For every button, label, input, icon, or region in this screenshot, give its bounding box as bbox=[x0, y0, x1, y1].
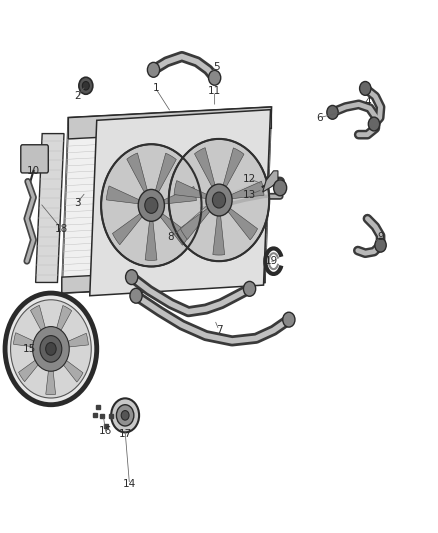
Circle shape bbox=[126, 270, 138, 285]
Text: 12: 12 bbox=[243, 174, 256, 184]
Wedge shape bbox=[18, 357, 42, 382]
Circle shape bbox=[82, 82, 89, 90]
FancyBboxPatch shape bbox=[21, 145, 48, 173]
Circle shape bbox=[138, 189, 164, 221]
Circle shape bbox=[121, 410, 129, 420]
Wedge shape bbox=[180, 208, 210, 239]
Circle shape bbox=[327, 106, 338, 119]
Wedge shape bbox=[223, 148, 244, 187]
Wedge shape bbox=[163, 187, 196, 204]
Circle shape bbox=[274, 180, 287, 196]
Wedge shape bbox=[228, 208, 258, 240]
Wedge shape bbox=[31, 305, 47, 336]
Text: 19: 19 bbox=[265, 256, 278, 266]
Text: 6: 6 bbox=[316, 112, 323, 123]
Wedge shape bbox=[127, 153, 148, 192]
Text: 18: 18 bbox=[55, 224, 68, 235]
Circle shape bbox=[79, 77, 93, 94]
Circle shape bbox=[148, 62, 159, 77]
Circle shape bbox=[206, 184, 232, 216]
Circle shape bbox=[169, 139, 269, 261]
Wedge shape bbox=[55, 305, 72, 336]
Polygon shape bbox=[263, 171, 278, 192]
Circle shape bbox=[375, 238, 386, 252]
Wedge shape bbox=[14, 333, 39, 348]
Circle shape bbox=[101, 144, 201, 266]
Wedge shape bbox=[155, 153, 177, 192]
Wedge shape bbox=[174, 181, 207, 198]
Text: 4: 4 bbox=[364, 96, 371, 107]
Circle shape bbox=[368, 117, 380, 131]
Wedge shape bbox=[63, 333, 88, 348]
Wedge shape bbox=[46, 364, 56, 394]
Text: 8: 8 bbox=[168, 232, 174, 243]
Polygon shape bbox=[62, 266, 265, 293]
Circle shape bbox=[145, 197, 158, 213]
Wedge shape bbox=[113, 213, 142, 245]
Text: 16: 16 bbox=[99, 426, 112, 437]
Circle shape bbox=[244, 281, 256, 296]
Circle shape bbox=[130, 288, 142, 303]
Polygon shape bbox=[90, 110, 271, 296]
Wedge shape bbox=[145, 221, 157, 261]
Circle shape bbox=[117, 405, 134, 426]
Circle shape bbox=[360, 82, 371, 95]
Text: 9: 9 bbox=[377, 232, 384, 243]
Circle shape bbox=[40, 336, 62, 362]
Text: 15: 15 bbox=[22, 344, 36, 354]
Text: 3: 3 bbox=[74, 198, 81, 208]
Text: 17: 17 bbox=[119, 429, 132, 439]
Text: 7: 7 bbox=[215, 325, 223, 335]
Wedge shape bbox=[106, 186, 140, 204]
Text: 14: 14 bbox=[123, 480, 136, 489]
Text: 5: 5 bbox=[213, 62, 220, 72]
Text: 2: 2 bbox=[74, 91, 81, 101]
Circle shape bbox=[32, 327, 69, 371]
Text: 11: 11 bbox=[208, 86, 221, 96]
Wedge shape bbox=[231, 181, 264, 199]
Polygon shape bbox=[68, 107, 272, 139]
Text: 13: 13 bbox=[243, 190, 256, 200]
Circle shape bbox=[212, 192, 226, 208]
Wedge shape bbox=[160, 213, 190, 245]
Wedge shape bbox=[213, 215, 225, 255]
Text: 1: 1 bbox=[152, 83, 159, 93]
Text: 10: 10 bbox=[27, 166, 40, 176]
Circle shape bbox=[111, 398, 139, 432]
Circle shape bbox=[283, 312, 295, 327]
Circle shape bbox=[5, 293, 97, 405]
Circle shape bbox=[46, 343, 56, 356]
Polygon shape bbox=[62, 107, 272, 293]
Wedge shape bbox=[194, 148, 215, 187]
Circle shape bbox=[208, 70, 221, 85]
Polygon shape bbox=[35, 134, 64, 282]
Circle shape bbox=[11, 300, 91, 398]
Wedge shape bbox=[60, 357, 83, 382]
